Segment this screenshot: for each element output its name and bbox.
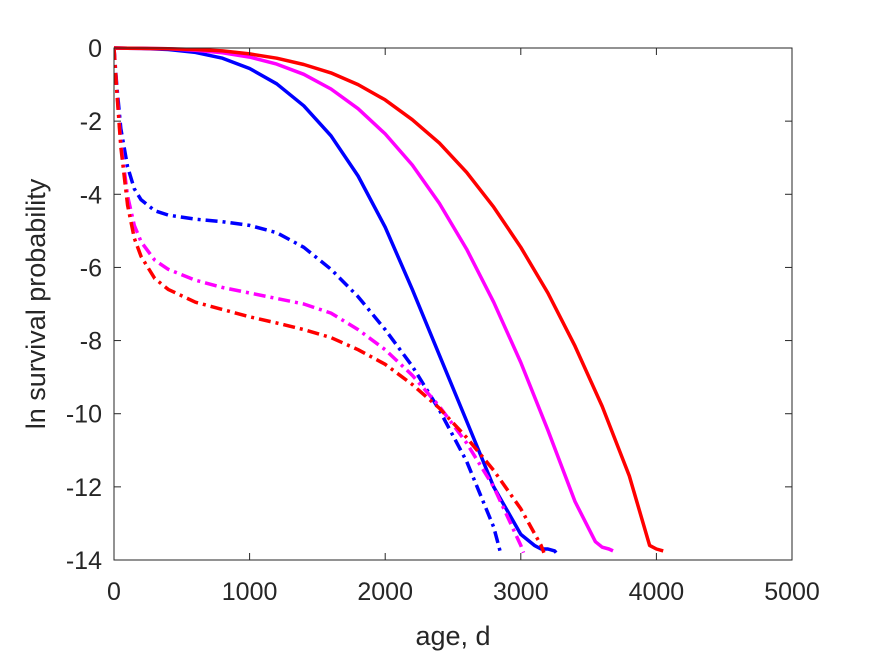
series-line-3 — [114, 46, 664, 553]
y-tick-label: -2 — [80, 108, 102, 136]
series-line-1 — [114, 46, 558, 554]
y-tick-label: -6 — [80, 254, 102, 282]
x-axis-label: age, d — [415, 621, 490, 651]
y-tick-label: -12 — [66, 474, 102, 502]
x-tick-label: 5000 — [764, 578, 820, 606]
y-tick-label: 0 — [88, 35, 102, 63]
x-tick-label: 1000 — [222, 578, 278, 606]
x-axis-ticks: 0 1000 2000 3000 4000 5000 — [107, 48, 820, 606]
series-line-5 — [114, 47, 526, 554]
x-tick-label: 3000 — [493, 578, 549, 606]
y-tick-label: -4 — [80, 181, 102, 209]
x-tick-label: 0 — [107, 578, 121, 606]
series-layer — [114, 46, 664, 554]
x-tick-label: 2000 — [357, 578, 413, 606]
y-axis-ticks: 0 -2 -4 -6 -8 -10 -12 -14 — [66, 35, 792, 575]
series-line-6 — [114, 47, 546, 554]
plot-frame — [113, 47, 793, 561]
y-tick-label: -14 — [66, 547, 102, 575]
x-tick-label: 4000 — [629, 578, 685, 606]
y-tick-label: -10 — [66, 401, 102, 429]
y-tick-label: -8 — [80, 328, 102, 356]
series-line-4 — [114, 47, 503, 554]
y-axis-label: ln survival probability — [21, 178, 51, 429]
